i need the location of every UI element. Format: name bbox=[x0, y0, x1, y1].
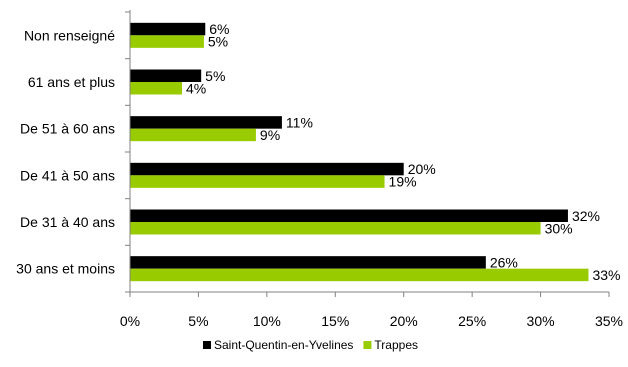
data-label-trappes-5: 33% bbox=[592, 267, 620, 283]
bar-sqy-5 bbox=[130, 256, 486, 269]
bar-trappes-3 bbox=[130, 175, 385, 188]
axes-layer bbox=[129, 10, 609, 293]
category-label-1: 61 ans et plus bbox=[28, 74, 115, 90]
bar-trappes-4 bbox=[130, 222, 541, 235]
data-label-trappes-2: 9% bbox=[260, 127, 280, 143]
data-label-sqy-0: 6% bbox=[209, 21, 229, 37]
data-label-trappes-0: 5% bbox=[208, 34, 228, 50]
x-tick-label-4: 20% bbox=[390, 313, 418, 329]
data-label-sqy-3: 20% bbox=[408, 161, 436, 177]
category-label-0: Non renseigné bbox=[24, 27, 115, 43]
category-label-3: De 41 à 50 ans bbox=[20, 167, 115, 183]
bar-trappes-0 bbox=[130, 35, 204, 48]
x-ticks-layer: 0% 5% 10% 15% 20% 25% 30% 35% bbox=[120, 292, 623, 329]
data-label-trappes-4: 30% bbox=[545, 220, 573, 236]
bar-trappes-5 bbox=[130, 268, 589, 282]
bars-layer bbox=[130, 22, 589, 282]
data-label-sqy-1: 5% bbox=[205, 68, 225, 84]
data-label-sqy-5: 26% bbox=[490, 254, 518, 270]
legend-swatch-trappes bbox=[363, 341, 372, 349]
x-tick-label-2: 10% bbox=[253, 313, 281, 329]
bar-sqy-4 bbox=[130, 209, 568, 222]
data-label-trappes-3: 19% bbox=[389, 174, 417, 190]
data-label-sqy-2: 11% bbox=[286, 114, 313, 130]
data-label-sqy-4: 32% bbox=[572, 208, 600, 224]
legend: Saint-Quentin-en-Yvelines Trappes bbox=[203, 338, 418, 352]
bar-sqy-3 bbox=[130, 162, 404, 176]
data-label-trappes-1: 4% bbox=[186, 80, 206, 96]
x-tick-label-1: 5% bbox=[188, 313, 208, 329]
category-label-2: De 51 à 60 ans bbox=[20, 121, 115, 137]
bar-trappes-1 bbox=[130, 82, 183, 95]
data-labels-layer: 6%5%11%20%32%26%5%4%9%19%30%33% bbox=[186, 21, 620, 283]
bar-sqy-0 bbox=[130, 22, 206, 36]
x-tick-label-6: 30% bbox=[527, 313, 555, 329]
bar-trappes-2 bbox=[130, 128, 256, 142]
category-labels-layer: Non renseigné 61 ans et plus De 51 à 60 an… bbox=[16, 11, 130, 293]
x-tick-label-5: 25% bbox=[458, 313, 486, 329]
legend-label-trappes: Trappes bbox=[374, 338, 418, 352]
bar-sqy-2 bbox=[130, 116, 282, 129]
x-tick-label-0: 0% bbox=[120, 313, 140, 329]
legend-swatch-sqy bbox=[203, 341, 211, 349]
x-tick-label-7: 35% bbox=[595, 313, 623, 329]
x-tick-label-3: 15% bbox=[321, 313, 349, 329]
category-label-4: De 31 à 40 ans bbox=[20, 214, 115, 230]
category-label-5: 30 ans et moins bbox=[16, 261, 115, 277]
legend-label-sqy: Saint-Quentin-en-Yvelines bbox=[214, 338, 353, 352]
bar-sqy-1 bbox=[130, 69, 202, 82]
